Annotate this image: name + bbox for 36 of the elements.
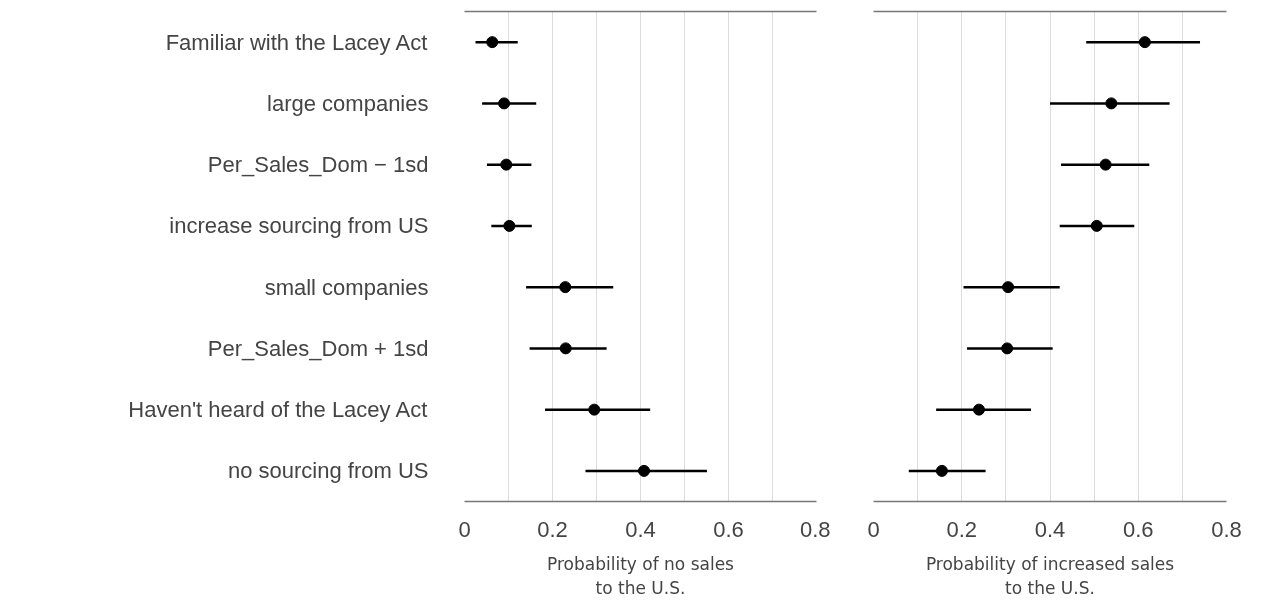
point [1099, 158, 1112, 171]
x-tick-label: 0.4 [625, 516, 656, 542]
y-tick-label: Per_Sales_Dom − 1sd [207, 152, 429, 178]
y-tick-label: large companies [267, 90, 429, 116]
x-tick-label: 0 [458, 516, 471, 542]
x-axis-title: Probability of increased sales to the U.S. [925, 553, 1175, 598]
x-tick-label: 0.8 [799, 516, 831, 542]
point [638, 464, 651, 477]
y-tick-label: Haven't heard of the Lacey Act [128, 397, 428, 423]
point [559, 281, 572, 294]
point [1105, 97, 1118, 110]
y-tick-label: no sourcing from US [227, 458, 429, 484]
x-tick-label: 0.6 [713, 516, 744, 542]
x-tick-label: 0.6 [1122, 516, 1154, 542]
point [486, 36, 499, 49]
point [972, 403, 985, 416]
x-tick-label: 0 [867, 516, 880, 542]
point [1138, 36, 1151, 49]
point [503, 219, 516, 232]
point [500, 158, 513, 171]
point [498, 97, 511, 110]
y-tick-label: increase sourcing from US [169, 213, 429, 239]
point [1002, 281, 1015, 294]
y-tick-label: Familiar with the Lacey Act [165, 29, 428, 55]
point [559, 342, 572, 355]
point [935, 464, 948, 477]
y-tick-label: small companies [264, 274, 429, 300]
x-tick-label: 0.2 [946, 516, 978, 542]
x-tick-label: 0.2 [537, 516, 568, 542]
point [1001, 342, 1014, 355]
point [1090, 219, 1103, 232]
y-tick-label: Per_Sales_Dom + 1sd [207, 335, 429, 361]
point [588, 403, 601, 416]
x-tick-label: 0.4 [1034, 516, 1066, 542]
x-axis-title: Probability of no sales to the U.S. [547, 553, 735, 598]
x-tick-label: 0.8 [1211, 516, 1242, 542]
